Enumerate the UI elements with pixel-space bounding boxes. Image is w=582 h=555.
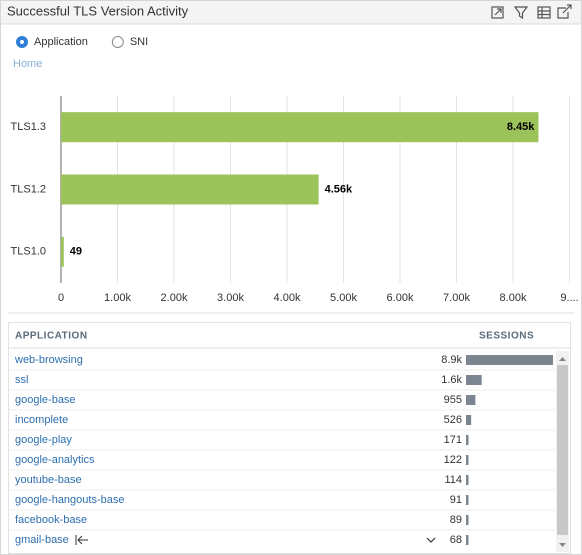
session-bar [466,375,482,385]
y-tick-label: TLS1.3 [11,121,46,133]
application-name[interactable]: google-analytics [15,454,95,466]
row-chevron[interactable] [426,537,436,543]
bar [61,236,64,267]
application-name[interactable]: web-browsing [14,354,83,366]
x-tick-label: 6.00k [387,292,414,304]
x-tick-label: 5.00k [330,292,357,304]
application-name[interactable]: incomplete [15,414,68,426]
x-tick-label: 1.00k [104,292,131,304]
table-frame [8,322,571,554]
filter-icon[interactable] [513,6,529,20]
header-bar [1,1,581,24]
breadcrumb[interactable]: Home [13,58,42,70]
session-bar [466,415,472,425]
data-label: 8.45k [507,121,535,133]
column-header: SESSIONS [479,331,534,342]
session-count: 8.9k [441,354,462,366]
bar [61,174,319,205]
bar [61,112,539,143]
session-count: 114 [444,474,462,486]
data-label: 49 [70,246,82,258]
application-name[interactable]: google-base [15,394,76,406]
session-count: 91 [450,494,462,506]
session-count: 89 [450,514,462,526]
header-icons [491,4,572,20]
session-bar [466,535,469,545]
radio-dot [20,40,24,44]
session-count: 955 [444,394,462,406]
session-bar [466,515,469,525]
table-icon[interactable] [537,6,551,19]
session-bar [466,455,469,465]
session-count: 171 [444,434,462,446]
radio-button[interactable] [111,36,124,48]
x-tick-label: 4.00k [274,292,301,304]
session-count: 526 [444,414,462,426]
application-name[interactable]: youtube-base [15,474,82,486]
x-tick-label: 7.00k [443,292,470,304]
application-name[interactable]: google-play [15,434,72,446]
expand-icon[interactable] [491,6,504,19]
session-bar [466,475,469,485]
application-name[interactable]: ssl [15,374,28,386]
radio-label[interactable]: Application [34,36,88,48]
application-name[interactable]: gmail-base [15,534,69,546]
row-action-icon[interactable] [75,535,88,545]
column-header: APPLICATION [15,331,88,342]
scrollbar-thumb[interactable] [557,365,568,535]
application-name[interactable]: facebook-base [15,514,87,526]
x-tick-label: 9.... [560,292,578,304]
x-tick-label: 3.00k [217,292,244,304]
x-tick-label: 2.00k [161,292,188,304]
widget-title: Successful TLS Version Activity [7,3,189,18]
export-icon[interactable] [557,4,572,19]
session-count: 68 [450,534,462,546]
radio-label[interactable]: SNI [130,36,148,48]
session-count: 122 [444,454,462,466]
session-bar [466,355,553,365]
y-tick-label: TLS1.0 [11,246,46,258]
x-tick-label: 0 [58,292,64,304]
session-bar [466,395,476,405]
x-tick-label: 8.00k [500,292,527,304]
data-label: 4.56k [325,183,353,195]
application-name[interactable]: google-hangouts-base [15,494,124,506]
y-tick-label: TLS1.2 [11,183,46,195]
session-bar [466,495,469,505]
session-bar [466,435,469,445]
session-count: 1.6k [441,374,462,386]
